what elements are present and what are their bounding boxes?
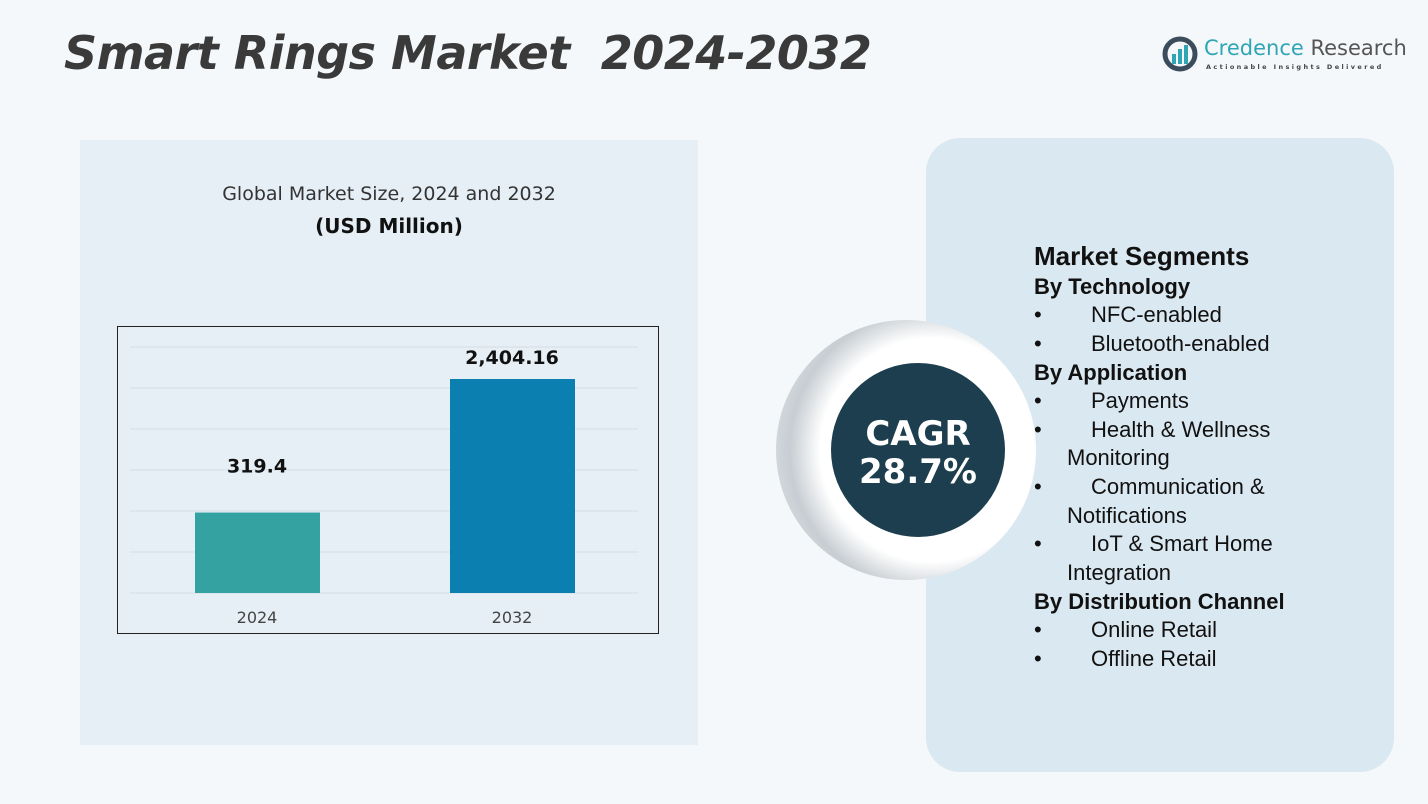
- segment-item: Online Retail: [1034, 616, 1354, 645]
- bar-2032: [450, 379, 575, 593]
- bar-2024: [195, 512, 320, 593]
- segment-item: Payments: [1034, 387, 1354, 416]
- x-tick-label: 2032: [492, 608, 533, 627]
- logo-name-2: Research: [1303, 36, 1407, 60]
- page-title: Smart Rings Market 2024-2032: [64, 26, 872, 80]
- segment-item: NFC-enabled: [1034, 301, 1354, 330]
- logo-name-1: Credence: [1204, 36, 1304, 60]
- segment-group-title: By Technology: [1034, 274, 1191, 299]
- segment-item: Health & Wellness Monitoring: [1034, 416, 1354, 473]
- cagr-label: CAGR: [865, 414, 971, 454]
- logo-chart-icon: [1162, 36, 1198, 72]
- segment-group-title: By Application: [1034, 360, 1188, 386]
- data-label: 319.4: [227, 456, 287, 478]
- chart-title: Global Market Size, 2024 and 2032: [222, 183, 556, 205]
- segment-item: IoT & Smart Home Integration: [1034, 530, 1354, 587]
- market-size-panel: [80, 140, 698, 745]
- segment-item: Bluetooth-enabled: [1034, 330, 1354, 359]
- market-segments: Market Segments By TechnologyNFC-enabled…: [1034, 240, 1354, 674]
- segment-item: Offline Retail: [1034, 645, 1354, 674]
- x-tick-label: 2024: [237, 608, 278, 627]
- logo-tagline: Actionable Insights Delivered: [1206, 63, 1384, 71]
- bar-chart: 319.4 2024 2,404.16 2032: [117, 326, 659, 634]
- bar-chart-svg: 319.4 2024 2,404.16 2032: [130, 346, 638, 627]
- segment-group-title: By Distribution Channel: [1034, 589, 1285, 615]
- credence-research-logo: Credence Research Actionable Insights De…: [1162, 36, 1407, 76]
- data-label: 2,404.16: [465, 347, 559, 369]
- chart-unit: (USD Million): [315, 214, 463, 238]
- segment-item: Communication & Notifications: [1034, 473, 1354, 530]
- cagr-value: 28.7%: [859, 452, 977, 492]
- cagr-badge: CAGR 28.7%: [826, 358, 1010, 542]
- segments-heading: Market Segments: [1034, 241, 1250, 271]
